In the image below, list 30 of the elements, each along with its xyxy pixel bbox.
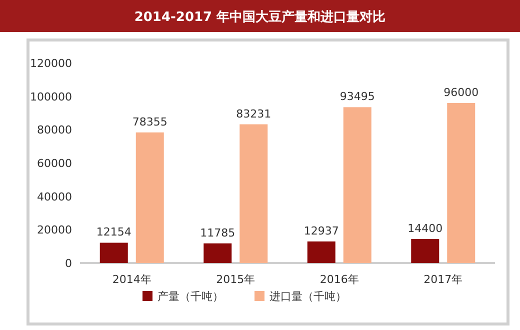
y-tick-label: 100000: [30, 90, 72, 104]
bar: [136, 132, 164, 263]
data-label: 78355: [132, 115, 168, 128]
y-tick-label: 0: [65, 257, 72, 270]
data-label: 12154: [96, 226, 132, 239]
y-tick-label: 80000: [37, 124, 72, 137]
y-tick-label: 40000: [37, 190, 72, 204]
legend-label: 进口量（千吨）: [270, 290, 346, 303]
x-tick-label: 2014年: [112, 273, 152, 286]
chart-title: 2014-2017 年中国大豆产量和进口量对比: [134, 9, 386, 25]
data-label: 96000: [444, 86, 479, 99]
bar: [411, 239, 440, 263]
data-label: 14400: [408, 222, 443, 235]
x-tick-label: 2016年: [320, 273, 359, 286]
bar: [204, 243, 232, 263]
bar: [447, 103, 476, 263]
x-tick-label: 2015年: [216, 273, 256, 286]
y-tick-label: 20000: [37, 224, 72, 237]
data-label: 83231: [236, 107, 272, 120]
bar: [343, 107, 372, 263]
y-tick-label: 60000: [37, 157, 72, 170]
bar: [307, 241, 336, 263]
x-tick-label: 2017年: [424, 273, 463, 286]
legend-label: 产量（千吨）: [158, 290, 224, 303]
data-label: 93495: [340, 90, 375, 104]
bar: [240, 124, 268, 263]
y-tick-label: 120000: [30, 57, 72, 70]
data-label: 11785: [200, 226, 236, 240]
data-label: 12937: [304, 224, 339, 238]
bar: [100, 242, 128, 263]
